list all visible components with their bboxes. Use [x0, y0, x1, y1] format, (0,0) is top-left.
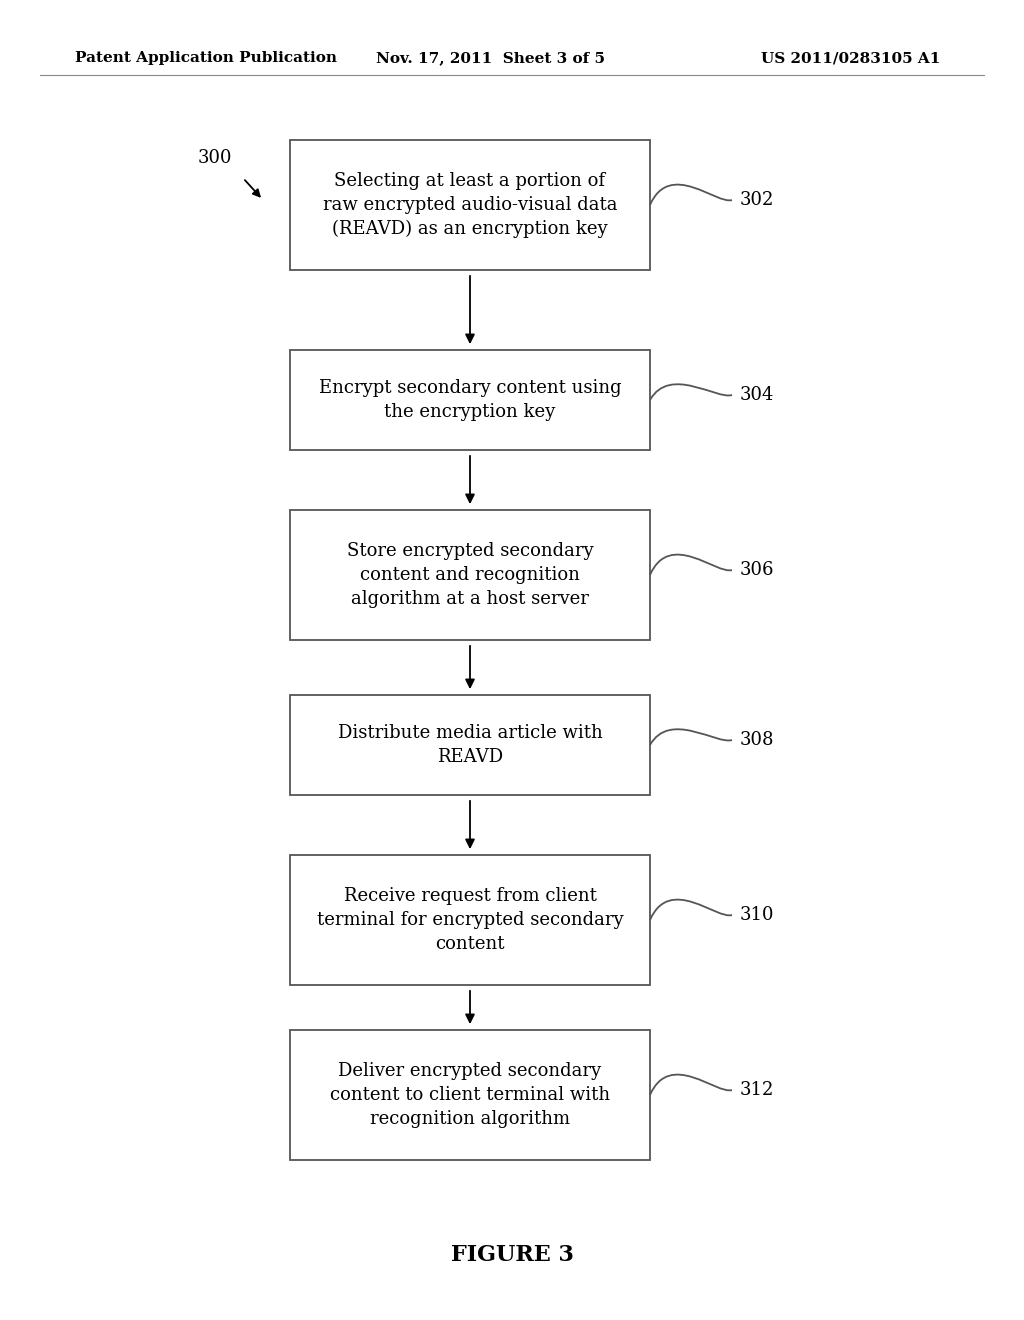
Text: Distribute media article with
REAVD: Distribute media article with REAVD: [338, 725, 602, 766]
Text: Receive request from client
terminal for encrypted secondary
content: Receive request from client terminal for…: [316, 887, 624, 953]
Text: 312: 312: [740, 1081, 774, 1100]
Text: Encrypt secondary content using
the encryption key: Encrypt secondary content using the encr…: [318, 379, 622, 421]
Text: 304: 304: [740, 385, 774, 404]
Text: Deliver encrypted secondary
content to client terminal with
recognition algorith: Deliver encrypted secondary content to c…: [330, 1063, 610, 1127]
Text: 306: 306: [740, 561, 774, 579]
Text: Selecting at least a portion of
raw encrypted audio-visual data
(REAVD) as an en: Selecting at least a portion of raw encr…: [323, 172, 617, 238]
Text: Store encrypted secondary
content and recognition
algorithm at a host server: Store encrypted secondary content and re…: [347, 543, 593, 607]
Text: 300: 300: [198, 149, 232, 168]
FancyBboxPatch shape: [290, 350, 650, 450]
Text: FIGURE 3: FIGURE 3: [451, 1243, 573, 1266]
Text: 310: 310: [740, 906, 774, 924]
FancyBboxPatch shape: [290, 1030, 650, 1160]
Text: US 2011/0283105 A1: US 2011/0283105 A1: [761, 51, 940, 65]
Text: Patent Application Publication: Patent Application Publication: [75, 51, 337, 65]
FancyBboxPatch shape: [290, 696, 650, 795]
FancyBboxPatch shape: [290, 140, 650, 271]
FancyBboxPatch shape: [290, 510, 650, 640]
Text: Nov. 17, 2011  Sheet 3 of 5: Nov. 17, 2011 Sheet 3 of 5: [376, 51, 604, 65]
FancyBboxPatch shape: [290, 855, 650, 985]
Text: 308: 308: [740, 731, 774, 748]
Text: 302: 302: [740, 191, 774, 209]
